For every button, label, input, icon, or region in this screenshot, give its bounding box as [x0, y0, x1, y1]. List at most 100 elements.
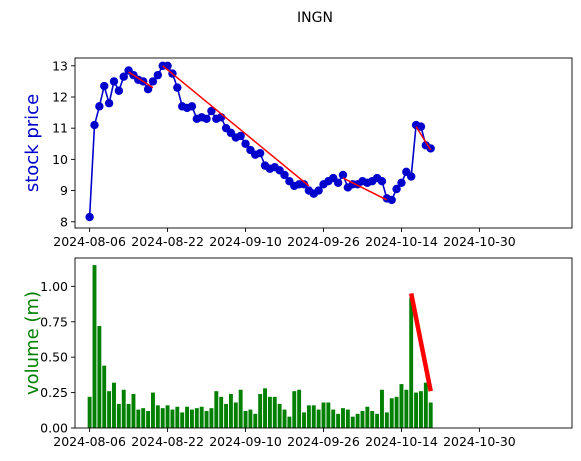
volume-bar — [428, 402, 433, 428]
price-trend-line — [162, 65, 310, 187]
price-point — [241, 139, 250, 148]
y-tick-label: 12 — [52, 89, 68, 104]
volume-bar — [306, 405, 311, 428]
y-tick-label: 0.75 — [40, 314, 68, 329]
volume-bar — [233, 402, 238, 428]
y-tick-label: 10 — [52, 152, 68, 167]
volume-bar — [389, 398, 394, 428]
price-point — [255, 148, 265, 158]
chart-title: INGN — [297, 10, 333, 26]
volume-bar — [131, 394, 136, 428]
volume-bar — [141, 408, 146, 428]
volume-panel: 0.00 0.25 0.50 0.75 1.00 2024-08-06 2024-08-22… — [22, 257, 573, 449]
volume-bar — [204, 411, 209, 428]
volume-bar — [258, 394, 263, 428]
volume-bar — [151, 392, 155, 428]
volume-bar — [180, 412, 185, 428]
volume-bar — [194, 408, 199, 428]
price-point — [109, 77, 119, 86]
price-point — [187, 102, 197, 111]
volume-bar — [282, 409, 287, 428]
volume-bar — [146, 411, 151, 428]
volume-bar — [370, 411, 375, 428]
price-point — [236, 131, 245, 141]
y-tick-label: 0.25 — [40, 385, 68, 400]
volume-bar — [321, 402, 326, 428]
volume-bar — [102, 365, 107, 428]
volume-bar — [384, 412, 389, 428]
y-axis-label: stock price — [22, 94, 43, 192]
volume-bar — [155, 405, 160, 428]
volume-bar — [316, 409, 321, 428]
price-panel: 8 9 10 11 12 13 2024-08-06 2024-08-22 2024-09-10… — [22, 57, 573, 249]
price-point — [397, 178, 406, 187]
volume-bar — [199, 406, 204, 428]
volume-bar — [175, 406, 180, 428]
volume-bar — [214, 391, 219, 428]
y-tick-label: 1.00 — [40, 279, 68, 294]
price-point — [114, 86, 124, 95]
volume-bar — [272, 396, 277, 428]
x-tick-label: 2024-09-26 — [287, 234, 360, 249]
volume-bar — [87, 396, 92, 428]
y-axis-label: volume (m) — [22, 291, 43, 395]
x-tick-label: 2024-08-06 — [53, 434, 126, 449]
y-tick-label: 0.50 — [40, 350, 68, 365]
price-point — [202, 114, 211, 124]
price-point — [314, 186, 323, 195]
volume-bar — [380, 389, 384, 428]
volume-bar — [297, 389, 302, 428]
price-point — [85, 212, 94, 222]
volume-bar — [292, 391, 297, 428]
price-point — [100, 81, 109, 91]
x-tick-label: 2024-10-14 — [365, 234, 438, 249]
price-point — [407, 172, 416, 181]
x-tick-label: 2024-09-26 — [287, 434, 360, 449]
price-point — [338, 170, 348, 180]
price-point — [143, 84, 153, 94]
price-point — [387, 195, 396, 205]
volume-bar — [224, 403, 228, 428]
price-point — [416, 122, 426, 131]
price-trend-line — [415, 126, 432, 151]
price-point — [104, 99, 114, 108]
volume-bar — [136, 409, 141, 428]
volume-bar — [185, 406, 190, 428]
volume-bar — [248, 409, 253, 428]
x-tick-label: 2024-10-14 — [365, 434, 438, 449]
price-point — [153, 70, 163, 80]
price-trend-line — [128, 71, 154, 89]
volume-bar — [263, 388, 267, 428]
x-tick-label: 2024-10-30 — [443, 434, 516, 449]
y-tick-label: 0.00 — [40, 421, 68, 436]
y-tick-label: 11 — [52, 121, 68, 136]
volume-bar — [345, 409, 350, 428]
volume-bar — [336, 413, 341, 428]
volume-bar — [121, 389, 126, 428]
volume-bar — [267, 396, 272, 428]
volume-bar — [253, 413, 258, 428]
volume-bar — [350, 416, 355, 428]
price-point — [119, 72, 128, 81]
volume-bar — [399, 384, 404, 428]
volume-bar — [116, 403, 121, 428]
price-point — [280, 170, 289, 180]
volume-bar — [375, 413, 380, 428]
volume-bar — [189, 409, 194, 428]
volume-bar — [243, 411, 248, 428]
price-point — [148, 77, 158, 86]
y-tick-label: 9 — [60, 183, 68, 198]
volume-bar — [331, 409, 336, 428]
price-point — [95, 102, 104, 111]
price-point — [392, 184, 401, 194]
y-tick-label: 8 — [60, 214, 68, 229]
volume-bar — [394, 396, 399, 428]
x-tick-label: 2024-08-22 — [131, 234, 204, 249]
volume-bar — [287, 416, 292, 428]
volume-bar — [170, 409, 175, 428]
volume-bar — [209, 408, 214, 428]
volume-bar — [355, 413, 360, 428]
volume-bar — [360, 411, 365, 428]
volume-bar — [277, 403, 282, 428]
